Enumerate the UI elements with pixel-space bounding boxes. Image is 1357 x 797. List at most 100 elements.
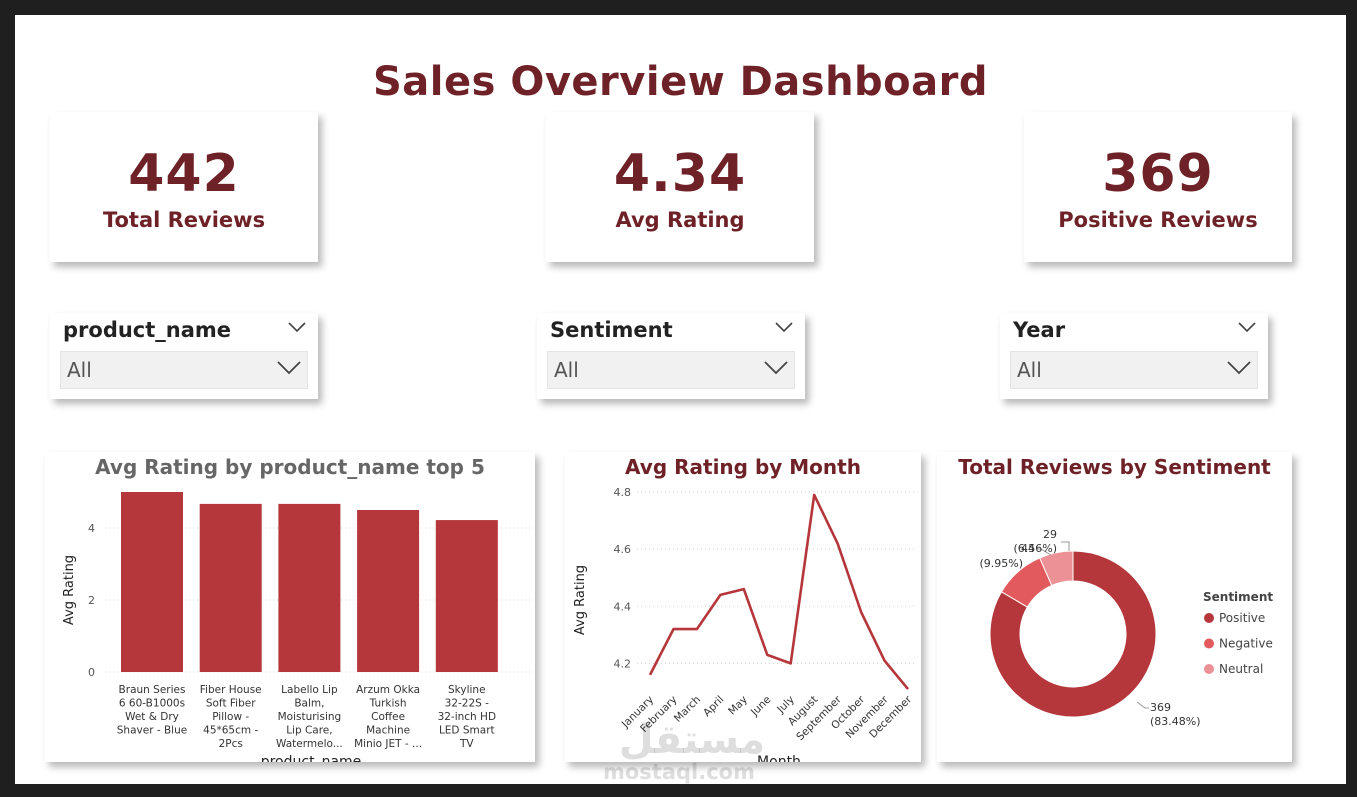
x-tick-label: Watermelo... xyxy=(276,738,343,750)
data-label: (83.48%) xyxy=(1150,715,1201,728)
data-label: 44 xyxy=(1021,542,1035,555)
x-tick-label: Skyline xyxy=(448,684,486,696)
data-label: 29 xyxy=(1043,528,1057,541)
x-tick-label: April xyxy=(701,694,726,719)
x-tick-label: Moisturising xyxy=(278,711,342,723)
data-label: (6.56%) xyxy=(1013,542,1057,555)
chart-title: Total Reviews by Sentiment xyxy=(958,455,1271,479)
slicer-title: product_name xyxy=(63,318,232,342)
chevron-down-icon[interactable] xyxy=(1227,360,1251,376)
x-tick-label: Minio JET - ... xyxy=(354,738,422,750)
bar xyxy=(357,510,420,672)
y-tick-label: 4.4 xyxy=(614,600,632,613)
kpi-value: 4.34 xyxy=(613,144,747,204)
x-tick-label: 32-inch HD xyxy=(438,711,496,723)
legend-entry: Positive xyxy=(1219,611,1265,625)
slicer-dropdown[interactable]: All xyxy=(547,351,795,389)
bar xyxy=(121,492,183,672)
x-tick-label: 45*65cm - xyxy=(203,725,258,737)
watermark: مستقل mostaql.com xyxy=(603,717,765,784)
bar-chart-card: Avg Rating by product_name top 5 0 2 4 Brau… xyxy=(45,452,535,762)
leader-line xyxy=(1061,541,1070,551)
slicer-title: Year xyxy=(1013,318,1066,342)
x-tick-label: Pillow - xyxy=(212,711,249,723)
chevron-down-icon[interactable] xyxy=(1238,321,1256,333)
series-line xyxy=(648,493,910,690)
legend-marker xyxy=(1204,664,1214,674)
chevron-down-icon[interactable] xyxy=(764,360,788,376)
y-axis-label: Avg Rating xyxy=(573,565,588,635)
x-axis-label: Month xyxy=(757,754,801,762)
x-tick-label: May xyxy=(726,694,750,718)
dashboard-title: Sales Overview Dashboard xyxy=(372,59,989,105)
data-label: 369 xyxy=(1150,701,1171,714)
chart-title: Avg Rating by product_name top 5 xyxy=(95,455,485,479)
kpi-label: Positive Reviews xyxy=(1058,208,1258,232)
slicer-value: All xyxy=(67,358,92,382)
x-tick-label: 6 60-B1000s xyxy=(119,698,185,710)
y-tick-label: 4 xyxy=(88,522,95,535)
y-tick-label: 0 xyxy=(88,666,95,679)
dashboard-canvas: Sales Overview Dashboard 442 Total Revie… xyxy=(15,15,1346,784)
legend-title: Sentiment xyxy=(1203,590,1273,604)
legend-entry: Negative xyxy=(1219,637,1273,651)
x-tick-label: Labello Lip xyxy=(281,684,338,696)
x-tick-label: Wet & Dry xyxy=(125,711,179,723)
donut-slice xyxy=(989,550,1157,718)
bar xyxy=(199,503,262,672)
slicer-sentiment[interactable]: Sentiment All xyxy=(537,313,805,399)
donut-chart: 369(83.48%) 44 (9.95%) 29(6.56%) Sentiment Po… xyxy=(979,528,1273,728)
x-tick-label: Machine xyxy=(366,725,410,737)
chevron-down-icon[interactable] xyxy=(277,360,301,376)
x-tick-label: Fiber House xyxy=(200,684,262,696)
donut-chart-card: Total Reviews by Sentiment 369 (83.48%) 44… xyxy=(937,452,1292,762)
data-label: (9.95%) xyxy=(979,557,1023,570)
legend-marker xyxy=(1204,613,1214,623)
kpi-card-avg-rating: 4.34 Avg Rating xyxy=(546,112,814,262)
bar xyxy=(278,503,341,672)
kpi-label: Total Reviews xyxy=(102,208,266,232)
leader-line xyxy=(1136,701,1149,709)
bar xyxy=(435,520,498,672)
legend-marker xyxy=(1204,638,1214,649)
x-tick-label: Lip Care, xyxy=(286,725,332,737)
kpi-card-total-reviews: 442 Total Reviews xyxy=(50,112,318,262)
x-tick-label: TV xyxy=(459,738,474,750)
chart-title: Avg Rating by Month xyxy=(625,455,861,479)
y-tick-label: 4.6 xyxy=(614,543,632,556)
watermark-latin: mostaql.com xyxy=(603,760,755,784)
x-axis-label: product_name xyxy=(261,754,362,762)
kpi-value: 369 xyxy=(1102,144,1214,204)
slicer-value: All xyxy=(554,358,579,382)
x-tick-label: Soft Fiber xyxy=(206,698,256,710)
slicer-dropdown[interactable]: All xyxy=(1010,351,1258,389)
x-tick-label: LED Smart xyxy=(439,725,495,737)
x-tick-label: Balm, xyxy=(294,698,324,710)
y-tick-label: 2 xyxy=(88,594,95,607)
x-tick-label: Shaver - Blue xyxy=(117,725,187,737)
x-tick-label: 2Pcs xyxy=(219,738,243,750)
chevron-down-icon[interactable] xyxy=(288,321,306,333)
y-tick-label: 4.2 xyxy=(614,657,632,670)
slicer-title: Sentiment xyxy=(550,318,673,342)
slicer-value: All xyxy=(1017,358,1042,382)
y-tick-label: 4.8 xyxy=(614,486,632,499)
y-axis-label: Avg Rating xyxy=(62,555,77,625)
slicer-product-name[interactable]: product_name All xyxy=(50,313,318,399)
line-chart-card: Avg Rating by Month 4.2 4.4 4.6 4.8 January F… xyxy=(565,452,921,762)
x-tick-label: Braun Series xyxy=(119,684,186,696)
legend-entry: Neutral xyxy=(1219,662,1263,676)
watermark-arabic: مستقل xyxy=(619,717,765,763)
x-tick-label: Coffee xyxy=(371,711,405,723)
x-tick-label: Arzum Okka xyxy=(356,684,420,696)
kpi-label: Avg Rating xyxy=(615,208,745,232)
x-tick-label: 32-22S - xyxy=(445,698,490,710)
kpi-value: 442 xyxy=(128,144,240,204)
slicer-dropdown[interactable]: All xyxy=(60,351,308,389)
x-tick-label: Turkish xyxy=(369,698,407,710)
slicer-year[interactable]: Year All xyxy=(1000,313,1268,399)
kpi-card-positive-reviews: 369 Positive Reviews xyxy=(1024,112,1292,262)
chevron-down-icon[interactable] xyxy=(775,321,793,333)
